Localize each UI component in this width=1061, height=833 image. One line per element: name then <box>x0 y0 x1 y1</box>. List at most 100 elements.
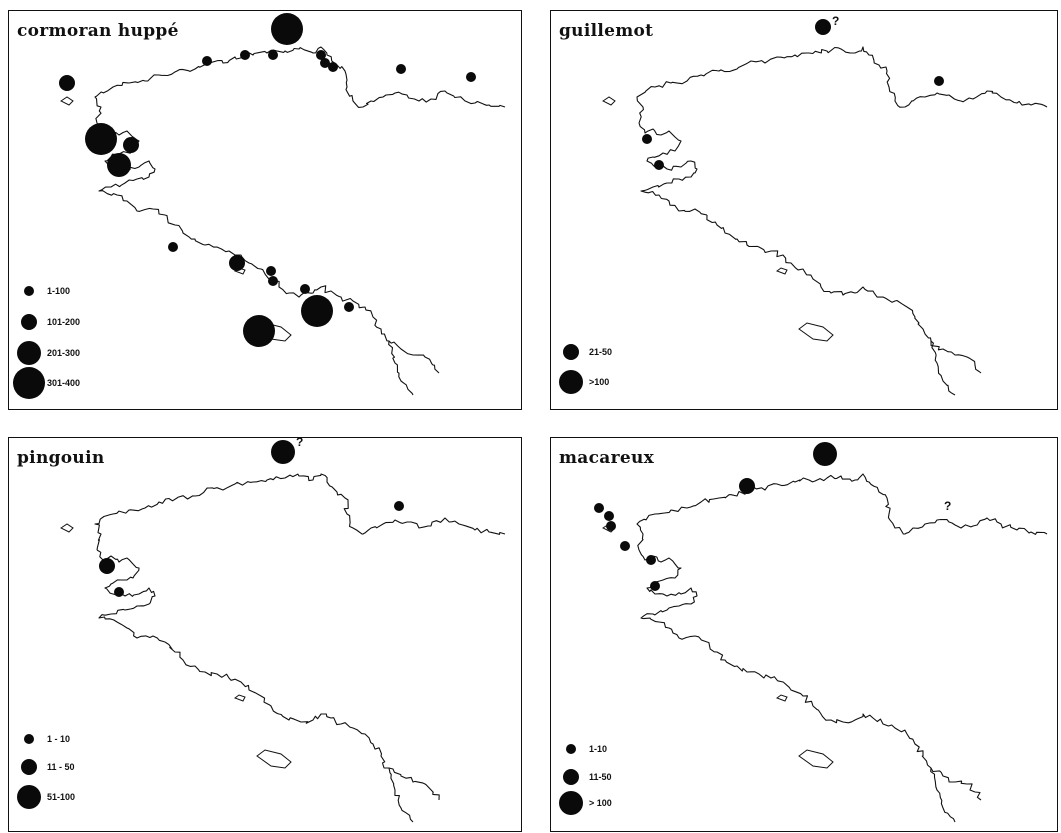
colony-marker <box>396 64 406 74</box>
north-coast <box>636 46 1048 124</box>
map-title: macareux <box>559 448 655 468</box>
colony-marker <box>114 587 124 597</box>
colony-marker <box>229 255 245 271</box>
colony-marker <box>646 555 656 565</box>
map-svg: 1-100 101-200 201-300 301-400 <box>13 13 506 399</box>
colony-marker <box>85 123 117 155</box>
colony-marker <box>271 440 295 464</box>
legend-label: 21-50 <box>589 347 612 357</box>
north-coast <box>94 46 506 124</box>
legend-label: 1-10 <box>589 744 607 754</box>
west-coast <box>638 549 708 643</box>
colony-marker <box>620 541 630 551</box>
legend-symbol <box>24 286 34 296</box>
island-groix <box>775 267 788 275</box>
map-panel-cormoran: 1-100 101-200 201-300 301-400 cormoran hupp… <box>8 10 522 410</box>
legend-label: 201-300 <box>47 348 80 358</box>
north-coast <box>636 473 1048 551</box>
south-coast <box>164 214 440 374</box>
map-panel-macareux: ? 1-10 11-50 > 100 macareux <box>550 437 1058 832</box>
colony-marker <box>604 511 614 521</box>
legend-label: 11-50 <box>589 772 612 782</box>
map-svg: ? 21-50 >100 <box>559 14 1048 396</box>
legend-symbol <box>559 791 583 815</box>
uncertain-mark: ? <box>944 499 951 513</box>
island-belle-ile <box>798 749 834 769</box>
island-groix <box>233 694 246 702</box>
colony-marker <box>344 302 354 312</box>
legend-label: 1 - 10 <box>47 734 70 744</box>
colony-marker <box>934 76 944 86</box>
legend-label: > 100 <box>589 798 612 808</box>
colony-marker <box>99 558 115 574</box>
brittany-coastline <box>60 46 506 396</box>
colony-marker <box>123 137 139 153</box>
colony-marker <box>739 478 755 494</box>
colony-marker <box>107 153 131 177</box>
colony-marker <box>654 160 664 170</box>
island-ouessant <box>60 96 74 106</box>
south-coast <box>706 214 982 374</box>
map-title: guillemot <box>559 21 654 41</box>
colony-marker <box>606 521 616 531</box>
island-belle-ile <box>798 322 834 342</box>
brittany-coastline <box>602 46 1048 396</box>
map-title: cormoran huppé <box>17 21 179 41</box>
colony-marker <box>243 315 275 347</box>
estuary-coast <box>388 767 414 823</box>
colony-marker <box>320 58 330 68</box>
north-coast <box>94 473 506 551</box>
west-coast <box>638 122 708 216</box>
legend-label: 101-200 <box>47 317 80 327</box>
colony-marker <box>594 503 604 513</box>
legend-label: 11 - 50 <box>47 762 75 772</box>
colony-marker <box>466 72 476 82</box>
legend-label: >100 <box>589 377 609 387</box>
legend-symbol <box>17 341 41 365</box>
colony-marker <box>650 581 660 591</box>
map-svg: ? 1-10 11-50 > 100 <box>559 442 1048 823</box>
estuary-coast <box>930 340 956 396</box>
legend-symbol <box>21 314 37 330</box>
legend-symbol <box>563 769 579 785</box>
island-groix <box>775 694 788 702</box>
legend-symbol <box>566 744 576 754</box>
colony-marker <box>268 276 278 286</box>
south-coast <box>164 641 440 801</box>
island-ouessant <box>60 523 74 533</box>
colony-marker <box>813 442 837 466</box>
legend-symbol <box>24 734 34 744</box>
legend-label: 301-400 <box>47 378 80 388</box>
legend-symbol <box>13 367 45 399</box>
colony-marker <box>202 56 212 66</box>
estuary-coast <box>930 767 956 823</box>
legend-symbol <box>563 344 579 360</box>
colony-marker <box>240 50 250 60</box>
colony-marker <box>59 75 75 91</box>
legend-label: 51-100 <box>47 792 75 802</box>
colony-marker <box>268 50 278 60</box>
colony-marker <box>394 501 404 511</box>
legend-symbol <box>559 370 583 394</box>
brittany-coastline <box>602 473 1048 823</box>
legend-label: 1-100 <box>47 286 70 296</box>
south-coast <box>706 641 982 801</box>
colony-marker <box>642 134 652 144</box>
colony-marker <box>300 284 310 294</box>
island-ouessant <box>602 96 616 106</box>
brittany-coastline <box>60 473 506 823</box>
map-panel-guillemot: ? 21-50 >100 guillemot <box>550 10 1058 410</box>
uncertain-mark: ? <box>296 438 303 449</box>
legend-symbol <box>17 785 41 809</box>
colony-marker <box>168 242 178 252</box>
uncertain-mark: ? <box>832 14 839 28</box>
legend-symbol <box>21 759 37 775</box>
colony-marker <box>271 13 303 45</box>
colony-marker <box>328 62 338 72</box>
colony-marker <box>316 50 326 60</box>
colony-marker <box>301 295 333 327</box>
colony-marker <box>266 266 276 276</box>
colony-marker <box>815 19 831 35</box>
map-svg: ? 1 - 10 11 - 50 51-100 <box>17 438 506 823</box>
west-coast <box>96 549 166 643</box>
